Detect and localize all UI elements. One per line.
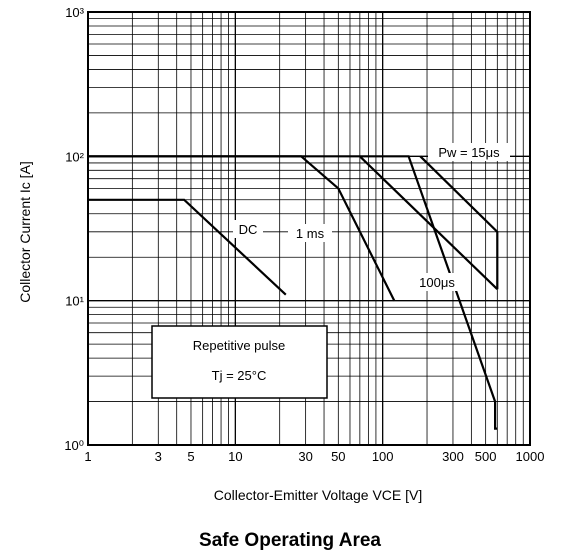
label-100us: 100μs — [419, 275, 455, 290]
label-100us-group: 100μs — [410, 273, 464, 291]
y-tick-label: 10⁰ — [64, 438, 84, 453]
x-tick-label: 1000 — [516, 449, 545, 464]
condition-box-rect — [151, 325, 328, 399]
label-pw: Pw = 15μs — [438, 145, 500, 160]
y-tick-labels: 10⁰ 10¹ 10² 10³ — [64, 5, 84, 453]
y-tick-label: 10¹ — [65, 294, 84, 309]
condition-box: Repetitive pulse Tj = 25°C — [151, 325, 328, 399]
label-1ms-group: 1 ms — [288, 224, 332, 242]
x-tick-label: 5 — [187, 449, 194, 464]
series-line — [88, 155, 498, 430]
x-tick-label: 30 — [298, 449, 312, 464]
x-tick-label: 10 — [228, 449, 242, 464]
label-1ms: 1 ms — [296, 226, 325, 241]
x-tick-label: 1 — [84, 449, 91, 464]
x-tick-label: 50 — [331, 449, 345, 464]
x-tick-label: 3 — [155, 449, 162, 464]
series-line — [419, 155, 499, 290]
x-tick-label: 500 — [475, 449, 497, 464]
y-tick-label: 10³ — [65, 5, 84, 20]
x-tick-label: 100 — [372, 449, 394, 464]
chart-title: Safe Operating Area — [199, 530, 381, 551]
plot-area-frame — [87, 11, 531, 446]
series-line — [359, 155, 499, 290]
x-tick-label: 300 — [442, 449, 464, 464]
y-tick-label: 10² — [65, 149, 84, 164]
condition-box-line1: Repetitive pulse — [193, 338, 286, 353]
series-line — [88, 198, 287, 296]
label-dc: DC — [239, 222, 258, 237]
label-dc-group: DC — [233, 220, 263, 238]
y-axis-title: Collector Current Ic [A] — [17, 161, 33, 303]
condition-box-line2: Tj = 25°C — [212, 368, 267, 383]
x-axis-title: Collector-Emitter Voltage VCE [V] — [214, 487, 423, 503]
label-pw-group: Pw = 15μs — [428, 143, 510, 161]
series-lines — [88, 155, 499, 430]
x-tick-labels: 1 3 5 10 30 50 100 300 500 1000 — [84, 449, 544, 464]
